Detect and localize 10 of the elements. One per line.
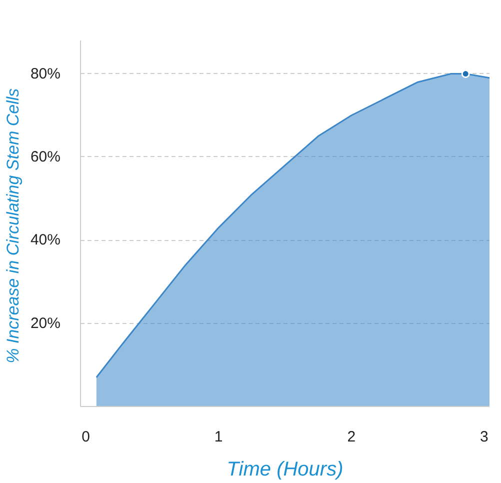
x-tick-label: 3 — [480, 428, 488, 446]
x-tick-label: 2 — [347, 428, 356, 446]
y-tick-label: 40% — [30, 232, 61, 249]
x-axis-title: Time (Hours) — [226, 458, 344, 480]
y-tick-label: 60% — [30, 148, 61, 166]
x-tick-label: 1 — [214, 428, 223, 446]
y-tick-label: 20% — [30, 314, 61, 332]
y-axis-title: % Increase in Circulating Stem Cells — [3, 88, 22, 364]
y-tick-label: 80% — [30, 65, 61, 82]
x-tick-label: 0 — [82, 428, 90, 446]
